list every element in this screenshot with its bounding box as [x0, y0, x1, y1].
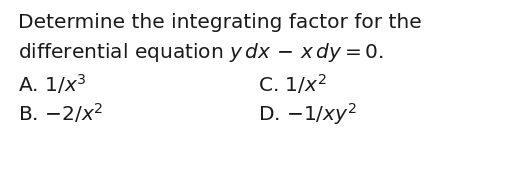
Text: C. $1/x^2$: C. $1/x^2$ [258, 72, 327, 96]
Text: A. $1/x^3$: A. $1/x^3$ [18, 72, 87, 96]
Text: Determine the integrating factor for the: Determine the integrating factor for the [18, 13, 422, 32]
Text: differential equation $y\,dx\,-\,x\,dy=0.$: differential equation $y\,dx\,-\,x\,dy=0… [18, 41, 384, 64]
Text: D. $-1/xy^2$: D. $-1/xy^2$ [258, 101, 357, 127]
Text: B. $-2/x^2$: B. $-2/x^2$ [18, 101, 103, 125]
